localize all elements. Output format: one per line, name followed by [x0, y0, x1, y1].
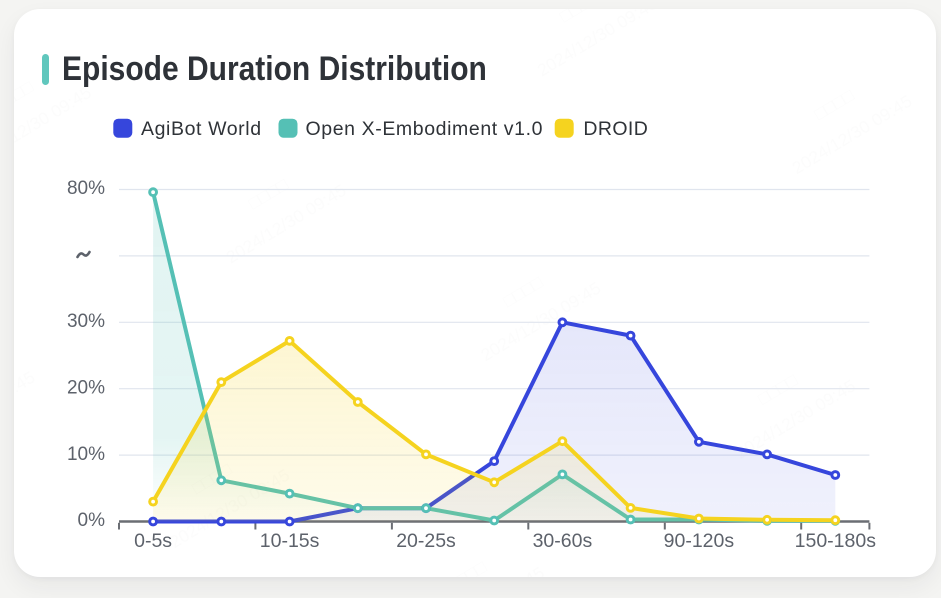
svg-text:Open X-Embodiment v1.0: Open X-Embodiment v1.0	[306, 118, 544, 140]
svg-text:150-180s: 150-180s	[795, 530, 877, 552]
svg-text:30%: 30%	[67, 311, 105, 332]
svg-text:20%: 20%	[67, 377, 105, 398]
svg-text:10-15s: 10-15s	[260, 530, 320, 552]
svg-text:20-25s: 20-25s	[396, 530, 456, 552]
svg-text:AgiBot World: AgiBot World	[141, 118, 262, 140]
svg-text:10%: 10%	[67, 444, 105, 465]
svg-text:0-5s: 0-5s	[134, 530, 172, 552]
svg-text:80%: 80%	[67, 178, 105, 199]
svg-text:30-60s: 30-60s	[533, 530, 593, 552]
svg-text:DROID: DROID	[583, 118, 648, 140]
svg-text:0%: 0%	[78, 510, 106, 531]
svg-text:90-120s: 90-120s	[664, 530, 735, 552]
